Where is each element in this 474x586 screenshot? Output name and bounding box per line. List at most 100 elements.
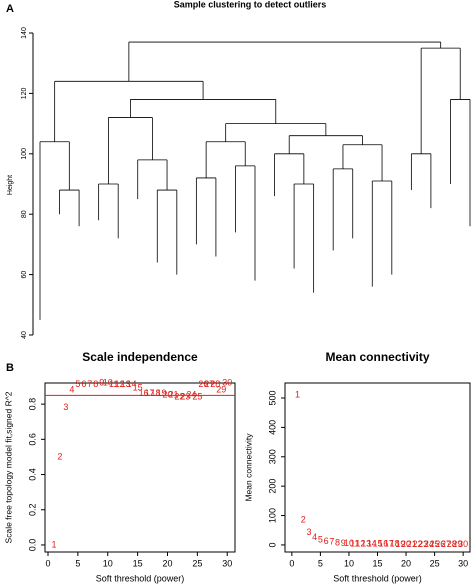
point-label: 1 — [51, 539, 56, 549]
point-label: 20 — [401, 539, 411, 549]
point-label: 27 — [441, 539, 451, 549]
point-label: 6 — [324, 536, 329, 546]
y-tick-label: 60 — [21, 271, 28, 279]
point-label: 29 — [452, 539, 462, 549]
point-label: 1 — [295, 389, 300, 399]
point-label: 24 — [186, 390, 196, 400]
point-label: 16 — [378, 539, 388, 549]
y-tick-label: 0.6 — [27, 433, 37, 446]
point-label: 25 — [192, 391, 202, 401]
point-label: 25 — [430, 539, 440, 549]
point-label: 21 — [168, 390, 178, 400]
y-tick-label: 40 — [21, 331, 28, 339]
x-axis-label: Soft threshold (power) — [96, 573, 185, 583]
y-tick-label: 100 — [267, 508, 277, 523]
point-label: 12 — [355, 538, 365, 548]
point-label: 14 — [127, 379, 137, 389]
point-label: 15 — [133, 383, 143, 393]
point-label: 29 — [216, 384, 226, 394]
y-axis-label: Mean connectivity — [243, 433, 253, 502]
plot-frame — [44, 382, 236, 553]
point-label: 13 — [361, 539, 371, 549]
point-label: 23 — [418, 539, 428, 549]
point-label: 28 — [447, 539, 457, 549]
point-label: 7 — [87, 379, 92, 389]
point-label: 19 — [395, 539, 405, 549]
y-tick-label: 140 — [21, 27, 28, 39]
y-tick-label: 120 — [21, 87, 28, 99]
point-label: 13 — [121, 379, 131, 389]
x-tick-label: 15 — [372, 558, 382, 568]
point-label: 16 — [139, 388, 149, 398]
point-label: 3 — [306, 527, 311, 537]
y-tick-label: 500 — [267, 390, 277, 405]
y-tick-label: 0.0 — [27, 539, 37, 552]
x-tick-label: 25 — [192, 558, 202, 568]
point-label: 22 — [174, 391, 184, 401]
point-label: 27 — [204, 379, 214, 389]
y-axis-label: Scale free topology model fit,signed R^2 — [3, 391, 13, 543]
x-tick-label: 15 — [133, 558, 143, 568]
point-label: 4 — [69, 384, 74, 394]
plot-frame — [284, 382, 471, 553]
point-label: 23 — [180, 391, 190, 401]
y-tick-label: 0.8 — [27, 398, 37, 411]
y-axis-label: Height — [7, 175, 14, 195]
y-tick-label: 200 — [267, 479, 277, 494]
point-label: 2 — [57, 451, 62, 461]
x-tick-label: 30 — [458, 558, 468, 568]
point-label: 2 — [301, 514, 306, 524]
x-tick-label: 5 — [75, 558, 80, 568]
x-tick-label: 5 — [318, 558, 323, 568]
y-tick-label: 0.2 — [27, 503, 37, 516]
point-label: 30 — [458, 539, 468, 549]
panel-label: A — [6, 3, 14, 15]
point-label: 11 — [350, 538, 359, 548]
point-label: 5 — [318, 535, 323, 545]
point-label: 8 — [93, 379, 98, 389]
y-tick-label: 300 — [267, 449, 277, 464]
point-label: 18 — [151, 388, 161, 398]
x-tick-label: 0 — [45, 558, 50, 568]
point-label: 3 — [63, 402, 68, 412]
point-label: 26 — [198, 379, 208, 389]
point-label: 19 — [157, 388, 167, 398]
x-tick-label: 20 — [162, 558, 172, 568]
point-label: 17 — [145, 388, 155, 398]
point-label: 11 — [109, 379, 118, 389]
chart-title: Mean connectivity — [325, 350, 429, 364]
point-label: 4 — [312, 532, 317, 542]
point-label: 12 — [115, 379, 125, 389]
point-label: 14 — [367, 539, 377, 549]
point-label: 22 — [412, 539, 422, 549]
point-label: 6 — [81, 379, 86, 389]
point-label: 10 — [344, 538, 354, 548]
x-axis-label: Soft threshold (power) — [333, 573, 422, 583]
x-tick-label: 10 — [103, 558, 113, 568]
x-tick-label: 30 — [222, 558, 232, 568]
point-label: 18 — [390, 539, 400, 549]
y-tick-label: 100 — [21, 148, 28, 160]
point-label: 28 — [210, 379, 220, 389]
y-tick-label: 400 — [267, 420, 277, 435]
point-label: 8 — [335, 537, 340, 547]
point-label: 17 — [384, 539, 394, 549]
chart-title: Scale independence — [82, 350, 198, 364]
point-label: 7 — [329, 537, 334, 547]
point-label: 21 — [407, 539, 417, 549]
x-tick-label: 25 — [430, 558, 440, 568]
point-label: 10 — [103, 377, 113, 387]
x-tick-label: 10 — [344, 558, 354, 568]
point-label: 30 — [222, 377, 232, 387]
point-label: 26 — [435, 539, 445, 549]
point-label: 5 — [75, 379, 80, 389]
panel-label: B — [6, 362, 14, 374]
point-label: 9 — [99, 377, 104, 387]
point-label: 15 — [372, 539, 382, 549]
point-label: 20 — [162, 390, 172, 400]
x-tick-label: 20 — [401, 558, 411, 568]
chart-title: Sample clustering to detect outliers — [174, 0, 327, 9]
point-label: 9 — [341, 538, 346, 548]
